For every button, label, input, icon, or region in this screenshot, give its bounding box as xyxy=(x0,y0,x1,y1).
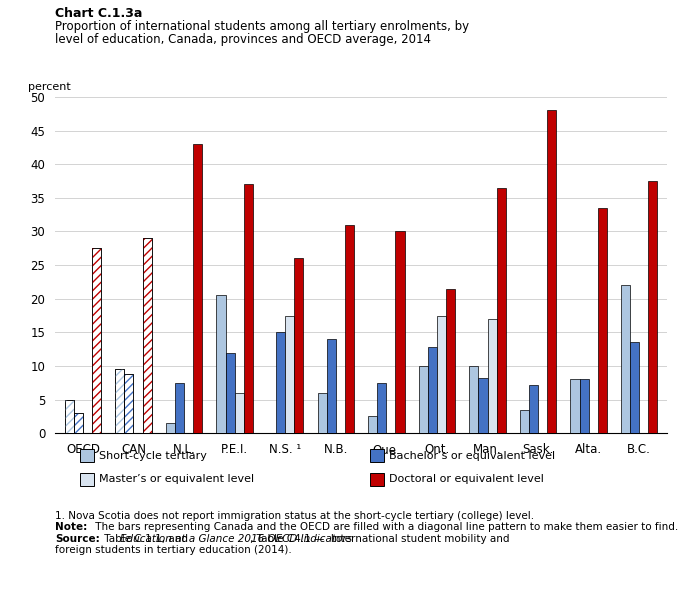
Bar xyxy=(579,379,589,433)
Bar xyxy=(216,295,226,433)
Bar xyxy=(446,288,455,433)
Bar xyxy=(124,374,133,433)
Bar xyxy=(648,181,658,433)
Bar xyxy=(143,238,152,433)
Bar xyxy=(469,366,479,433)
Text: percent: percent xyxy=(27,82,70,92)
Bar xyxy=(496,188,506,433)
Text: level of education, Canada, provinces and OECD average, 2014: level of education, Canada, provinces an… xyxy=(55,33,431,45)
Bar xyxy=(479,378,488,433)
Bar xyxy=(428,347,437,433)
Bar xyxy=(65,400,74,433)
Bar xyxy=(74,413,83,433)
Bar xyxy=(377,383,386,433)
Bar xyxy=(437,316,446,433)
Bar xyxy=(520,410,529,433)
Bar xyxy=(547,110,556,433)
Bar xyxy=(193,144,202,433)
Bar xyxy=(294,258,303,433)
Bar xyxy=(92,248,101,433)
Bar xyxy=(65,400,74,433)
Text: Table C.1.1, and: Table C.1.1, and xyxy=(101,534,192,544)
Bar xyxy=(226,353,235,433)
Bar xyxy=(175,383,184,433)
Bar xyxy=(243,184,253,433)
Bar xyxy=(92,248,101,433)
Bar xyxy=(345,225,354,433)
Text: Source:: Source: xyxy=(55,534,100,544)
Text: Bachelor’s or equivalent level: Bachelor’s or equivalent level xyxy=(389,451,555,461)
Bar xyxy=(166,423,175,433)
Bar xyxy=(621,285,630,433)
Bar xyxy=(285,316,294,433)
Bar xyxy=(92,248,101,433)
Bar xyxy=(529,385,538,433)
Bar xyxy=(74,413,83,433)
Bar xyxy=(598,208,607,433)
Text: , Table C4.1 —  International student mobility and: , Table C4.1 — International student mob… xyxy=(250,534,510,544)
Text: Doctoral or equivalent level: Doctoral or equivalent level xyxy=(389,474,544,484)
Bar xyxy=(74,413,83,433)
Text: The bars representing Canada and the OECD are filled with a diagonal line patter: The bars representing Canada and the OEC… xyxy=(92,522,678,533)
Bar xyxy=(276,332,285,433)
Text: Education at a Glance 2016 OECD Indicators: Education at a Glance 2016 OECD Indicato… xyxy=(120,534,352,544)
Bar xyxy=(318,393,326,433)
Bar xyxy=(116,370,124,433)
Text: Chart C.1.3a: Chart C.1.3a xyxy=(55,7,142,20)
Bar xyxy=(488,319,496,433)
Bar xyxy=(571,379,579,433)
Bar xyxy=(368,416,377,433)
Bar xyxy=(116,370,124,433)
Bar xyxy=(124,374,133,433)
Bar xyxy=(396,231,405,433)
Text: Short-cycle tertiary: Short-cycle tertiary xyxy=(99,451,207,461)
Bar xyxy=(630,342,639,433)
Text: Proportion of international students among all tertiary enrolments, by: Proportion of international students amo… xyxy=(55,20,469,33)
Bar xyxy=(326,339,336,433)
Bar xyxy=(116,370,124,433)
Bar xyxy=(419,366,428,433)
Bar xyxy=(235,393,243,433)
Bar xyxy=(143,238,152,433)
Bar xyxy=(65,400,74,433)
Text: 1. Nova Scotia does not report immigration status at the short-cycle tertiary (c: 1. Nova Scotia does not report immigrati… xyxy=(55,511,534,521)
Text: foreign students in tertiary education (2014).: foreign students in tertiary education (… xyxy=(55,545,292,556)
Bar xyxy=(124,374,133,433)
Text: Master’s or equivalent level: Master’s or equivalent level xyxy=(99,474,254,484)
Text: Note:: Note: xyxy=(55,522,87,533)
Bar xyxy=(143,238,152,433)
